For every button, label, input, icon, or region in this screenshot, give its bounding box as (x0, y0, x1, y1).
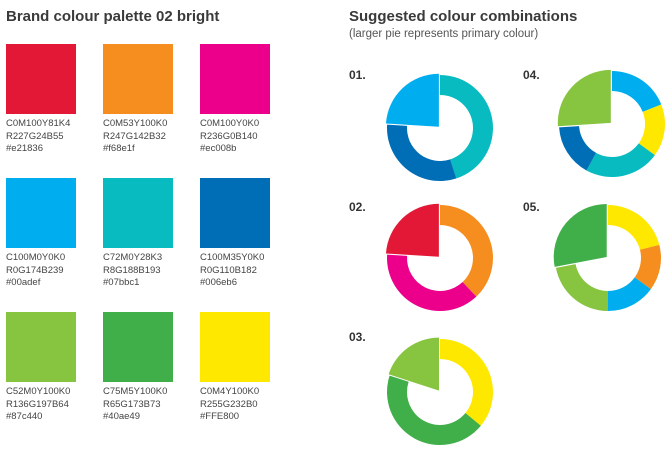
swatch-rgb: R236G0B140 (200, 130, 258, 142)
swatch-card-green: C75M5Y100K0 R65G173B73 #40ae49 (103, 312, 185, 424)
swatch-card-orange: C0M53Y100K0 R247G142B32 #f68e1f (103, 44, 185, 156)
swatch-card-magenta: C0M100Y0K0 R236G0B140 #ec008b (200, 44, 282, 156)
swatch-hex: #00adef (6, 277, 41, 288)
swatch-cmyk: C100M0Y0K0 (6, 252, 66, 263)
swatch-hex: #f68e1f (103, 143, 135, 154)
swatch-card-yellow: C0M4Y100K0 R255G232B0 #FFE800 (200, 312, 282, 424)
donut-slice (440, 75, 493, 179)
donut-slice (440, 339, 493, 426)
swatch-orange (103, 44, 173, 114)
swatch-card-blue: C100M35Y0K0 R0G110B182 #006eb6 (200, 178, 282, 290)
swatch-rgb: R255G232B0 (200, 398, 258, 410)
donut-02 (385, 203, 493, 311)
swatch-rgb: R0G110B182 (200, 264, 257, 276)
swatch-yellow (200, 312, 270, 382)
swatch-blue (200, 178, 270, 248)
swatch-rgb: R227G24B55 (6, 130, 64, 142)
swatch-cmyk: C72M0Y28K3 (103, 252, 163, 263)
swatch-red (6, 44, 76, 114)
swatch-hex: #ec008b (200, 143, 237, 154)
swatch-card-cyan: C100M0Y0K0 R0G174B239 #00adef (6, 178, 88, 290)
swatch-teal (103, 178, 173, 248)
donut-slice (612, 71, 662, 112)
swatch-hex: #e21836 (6, 143, 43, 154)
donut-slice (440, 205, 493, 297)
swatch-rgb: R8G188B193 (103, 264, 161, 276)
donut-slice (586, 143, 655, 178)
combo-label-03: 03. (349, 330, 366, 344)
combo-label-05: 05. (523, 200, 540, 214)
swatch-cmyk: C75M5Y100K0 (103, 386, 168, 397)
swatch-rgb: R65G173B73 (103, 398, 161, 410)
donut-slice (638, 104, 666, 156)
swatch-rgb: R247G142B32 (103, 130, 166, 142)
swatch-green (103, 312, 173, 382)
swatch-lime (6, 312, 76, 382)
combo-label-01: 01. (349, 68, 366, 82)
combo-label-02: 02. (349, 200, 366, 214)
swatch-hex: #87c440 (6, 411, 43, 422)
donut-primary-slice (385, 203, 439, 257)
swatch-cmyk: C100M35Y0K0 (200, 252, 265, 263)
combinations-title: Suggested colour combinations (349, 8, 578, 25)
swatch-rgb: R136G197B64 (6, 398, 69, 410)
donut-slice (555, 264, 608, 311)
donut-03 (386, 337, 493, 445)
donut-slice (608, 205, 660, 250)
swatch-cmyk: C0M4Y100K0 (200, 386, 260, 397)
donut-01 (385, 73, 493, 181)
donut-slice (559, 126, 597, 171)
swatch-cmyk: C0M100Y0K0 (200, 118, 260, 129)
swatch-rgb: R0G174B239 (6, 264, 64, 276)
donut-05 (553, 203, 661, 311)
swatch-magenta (200, 44, 270, 114)
donut-slice (387, 124, 457, 181)
donut-primary-slice (553, 203, 607, 267)
donut-04 (557, 69, 666, 178)
swatch-hex: #07bbc1 (103, 277, 140, 288)
swatch-cmyk: C0M100Y81K4 (6, 118, 71, 129)
swatch-cyan (6, 178, 76, 248)
combo-label-04: 04. (523, 68, 540, 82)
donut-primary-slice (388, 337, 440, 391)
swatch-hex: #40ae49 (103, 411, 140, 422)
donut-primary-slice (557, 69, 611, 127)
donut-slice (386, 375, 481, 445)
swatch-card-red: C0M100Y81K4 R227G24B55 #e21836 (6, 44, 88, 156)
donut-primary-slice (385, 73, 439, 127)
swatch-hex: #006eb6 (200, 277, 237, 288)
donut-slice (386, 254, 477, 311)
combinations-subtitle: (larger pie represents primary colour) (349, 28, 539, 40)
swatch-card-teal: C72M0Y28K3 R8G188B193 #07bbc1 (103, 178, 185, 290)
swatch-cmyk: C52M0Y100K0 (6, 386, 71, 397)
donut-slice (608, 277, 651, 311)
swatch-cmyk: C0M53Y100K0 (103, 118, 168, 129)
swatch-card-lime: C52M0Y100K0 R136G197B64 #87c440 (6, 312, 88, 424)
donut-slice (634, 244, 661, 290)
palette-title: Brand colour palette 02 bright (6, 8, 220, 25)
swatch-hex: #FFE800 (200, 411, 240, 422)
